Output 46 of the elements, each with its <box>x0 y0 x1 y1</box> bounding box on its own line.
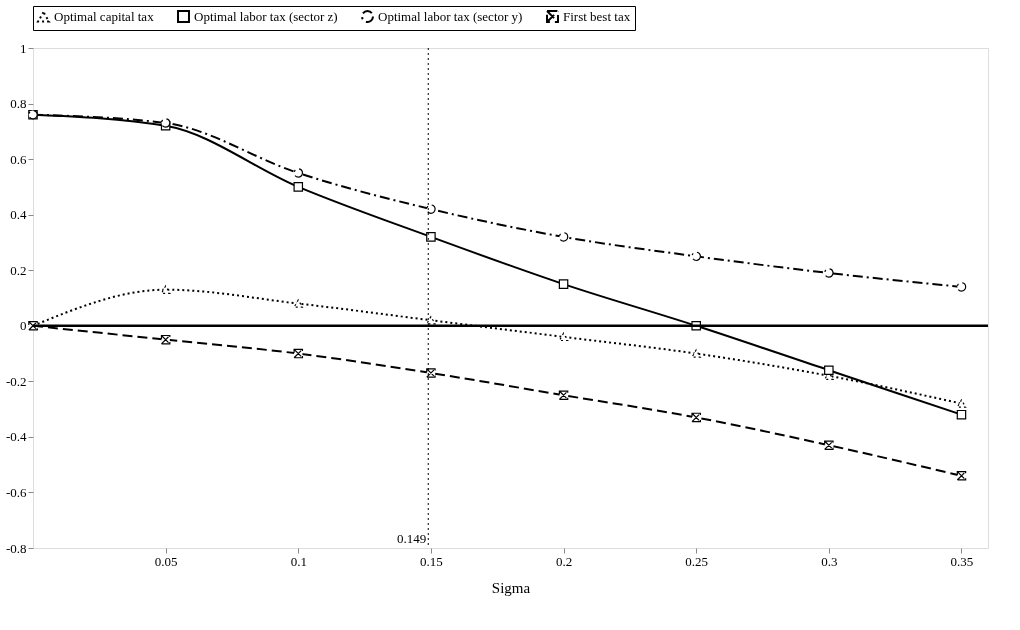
legend-label: First best tax <box>563 8 631 24</box>
point <box>691 412 701 423</box>
point <box>293 348 304 359</box>
legend-label: Optimal capital tax <box>54 8 155 24</box>
legend-label: Optimal labor tax (sector y) <box>378 8 523 24</box>
y-tick-label: -0.8 <box>5 540 27 556</box>
ref-line-label: 0.149 <box>397 531 427 546</box>
y-tick-label: 0.8 <box>10 96 27 112</box>
point <box>558 279 569 289</box>
y-tick-label: 1 <box>20 40 27 56</box>
y-tick-label: 0.2 <box>10 262 27 278</box>
x-tick-label: 0.15 <box>420 553 443 569</box>
point <box>558 390 569 401</box>
point <box>956 399 967 408</box>
y-tick-label: 0.4 <box>10 207 27 223</box>
y-tick-label: 0 <box>20 318 27 334</box>
point <box>558 332 569 342</box>
y-tick-label: -0.2 <box>5 373 27 389</box>
x-tick-label: 0.35 <box>950 553 974 569</box>
x-tick-label: 0.05 <box>154 553 178 569</box>
point <box>824 365 834 376</box>
point <box>558 232 569 242</box>
point <box>293 168 304 178</box>
point <box>824 440 834 451</box>
point <box>426 204 436 214</box>
x-tick-label: 0.3 <box>821 553 838 569</box>
point <box>956 409 967 420</box>
x-tick-label: 0.1 <box>290 553 307 569</box>
legend-label: Optimal labor tax (sector z) <box>194 8 338 24</box>
point <box>293 182 304 192</box>
point <box>426 316 436 325</box>
point <box>691 349 701 358</box>
point <box>956 470 967 481</box>
x-axis-title: Sigma <box>491 579 531 596</box>
point <box>691 251 701 262</box>
point <box>426 232 436 242</box>
point <box>160 285 171 294</box>
x-tick-label: 0.2 <box>555 553 573 569</box>
y-tick-label: -0.6 <box>5 484 27 500</box>
point <box>956 282 967 292</box>
point <box>160 334 171 345</box>
point <box>293 299 304 308</box>
y-tick-label: 0.6 <box>10 151 27 167</box>
y-tick-label: -0.4 <box>5 429 27 445</box>
x-tick-label: 0.25 <box>685 553 709 569</box>
point <box>426 368 436 378</box>
